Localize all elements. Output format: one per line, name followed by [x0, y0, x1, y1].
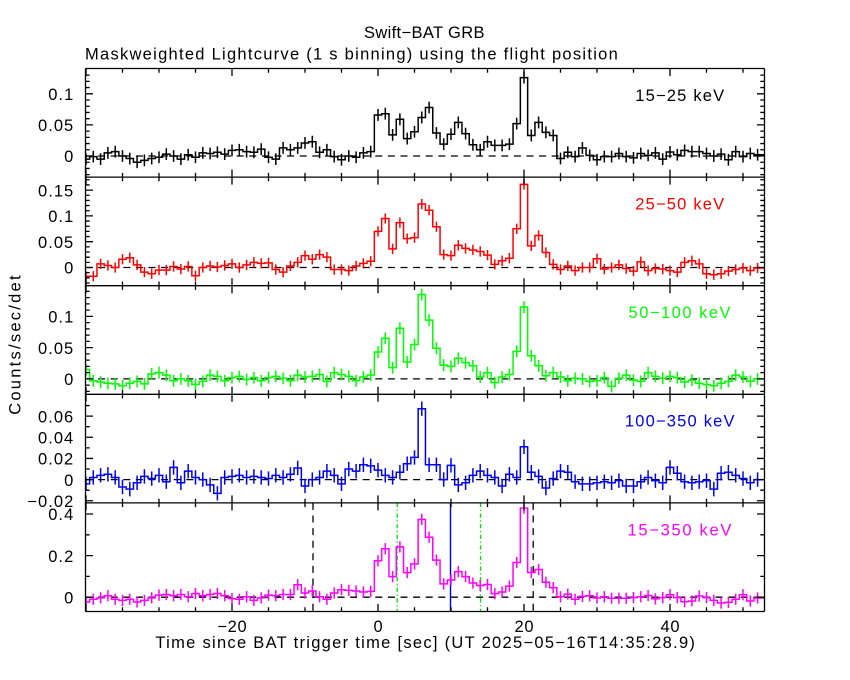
svg-text:Time since BAT trigger time [s: Time since BAT trigger time [sec] (UT 20… [155, 634, 696, 652]
svg-text:0: 0 [373, 618, 383, 636]
svg-text:0.1: 0.1 [48, 208, 74, 226]
svg-text:0.02: 0.02 [38, 451, 74, 469]
svg-text:100−350 keV: 100−350 keV [625, 413, 736, 431]
svg-text:0.4: 0.4 [48, 506, 74, 524]
svg-text:Maskweighted Lightcurve (1 s b: Maskweighted Lightcurve (1 s binning) us… [85, 45, 619, 63]
svg-text:0.05: 0.05 [38, 117, 74, 135]
svg-text:−20: −20 [217, 618, 247, 636]
svg-text:0: 0 [64, 260, 74, 278]
svg-text:20: 20 [515, 618, 535, 636]
svg-text:Swift−BAT GRB: Swift−BAT GRB [364, 24, 485, 42]
svg-text:40: 40 [661, 618, 681, 636]
svg-text:0: 0 [64, 371, 74, 389]
svg-text:0.05: 0.05 [38, 234, 74, 252]
svg-text:−0.02: −0.02 [27, 493, 74, 511]
svg-text:0: 0 [64, 472, 74, 490]
svg-text:0.04: 0.04 [38, 430, 74, 448]
svg-text:0.1: 0.1 [48, 86, 74, 104]
svg-text:0.1: 0.1 [48, 309, 74, 327]
svg-text:Counts/sec/det: Counts/sec/det [7, 273, 25, 415]
svg-text:0.2: 0.2 [48, 548, 74, 566]
svg-text:0.05: 0.05 [38, 340, 74, 358]
svg-text:0.06: 0.06 [38, 408, 74, 426]
svg-text:50−100 keV: 50−100 keV [629, 304, 733, 322]
svg-text:0: 0 [64, 589, 74, 607]
svg-text:0.15: 0.15 [38, 182, 74, 200]
svg-text:15−350 keV: 15−350 keV [628, 521, 734, 539]
svg-text:25−50 keV: 25−50 keV [635, 196, 725, 214]
svg-text:15−25 keV: 15−25 keV [635, 87, 725, 105]
svg-text:0: 0 [64, 148, 74, 166]
